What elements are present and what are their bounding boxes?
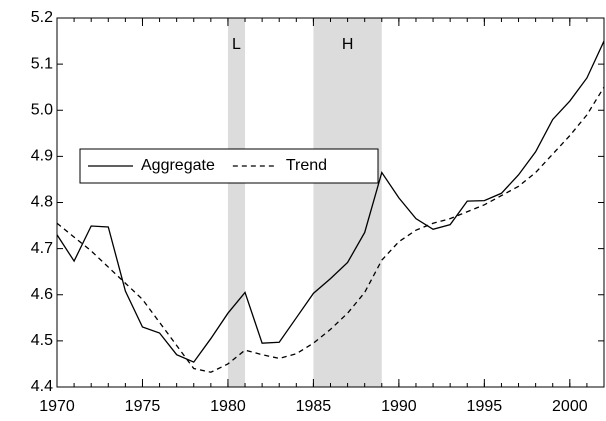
region-label: H [342, 36, 354, 53]
region-label: L [232, 36, 241, 53]
y-tick-label: 5.1 [31, 55, 53, 72]
y-tick-label: 5.0 [31, 101, 53, 118]
x-tick-label: 1985 [296, 398, 332, 415]
x-tick-label: 1975 [125, 398, 161, 415]
x-tick-label: 1990 [381, 398, 417, 415]
x-tick-label: 1995 [467, 398, 503, 415]
legend-label: Aggregate [141, 157, 215, 174]
x-tick-label: 1980 [210, 398, 246, 415]
y-tick-label: 4.4 [31, 378, 53, 395]
series-line [56, 86, 605, 373]
x-tick-label: 2000 [552, 398, 588, 415]
y-tick-label: 4.7 [31, 240, 53, 257]
y-tick-label: 5.2 [31, 9, 53, 26]
x-tick-label: 1970 [39, 398, 75, 415]
y-tick-label: 4.5 [31, 332, 53, 349]
y-tick-label: 4.6 [31, 286, 53, 303]
series-line [56, 40, 605, 363]
legend-label: Trend [286, 157, 327, 174]
y-tick-label: 4.9 [31, 148, 53, 165]
shaded-region [313, 18, 382, 387]
shaded-region [227, 18, 246, 387]
y-tick-label: 4.8 [31, 194, 53, 211]
